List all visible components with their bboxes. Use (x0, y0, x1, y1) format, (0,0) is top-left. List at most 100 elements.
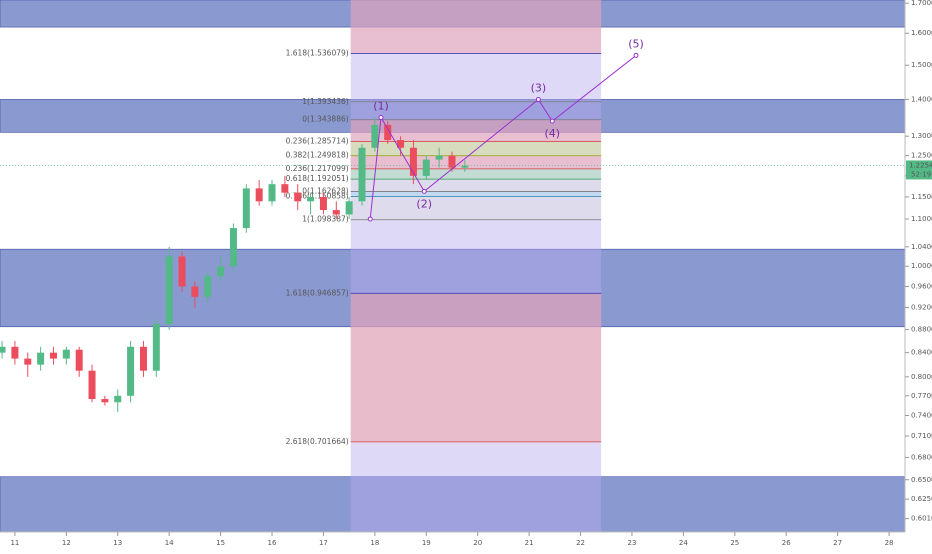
fib-fill (350, 155, 602, 169)
candle-body (152, 323, 160, 371)
y-tick-label: 0.740000 (911, 411, 932, 419)
candle-body (281, 184, 289, 193)
candle-body (0, 346, 6, 353)
zone (0, 0, 906, 28)
x-tick-label: 25 (730, 539, 739, 547)
wave-point (633, 52, 639, 58)
fib-fill (350, 293, 602, 442)
fib-label: 0(1.162628) (302, 187, 348, 196)
wave-point (421, 188, 427, 194)
candle-body (422, 159, 430, 176)
candle-body (127, 346, 135, 396)
fib-label: 1.618(0.946857) (286, 288, 349, 297)
fib-label: 0.786(1.150858) (286, 192, 349, 201)
x-tick-label: 26 (782, 539, 791, 547)
y-tick-label: 0.880000 (911, 326, 932, 334)
fib-label: 0.618(1.192051) (286, 174, 349, 183)
y-tick-label: 1.250000 (911, 152, 932, 160)
fib-label: 1(1.098387) (302, 215, 348, 224)
fib-label: 0.382(1.249818) (286, 151, 349, 160)
x-tick-label: 27 (833, 539, 842, 547)
candle-body (139, 346, 147, 371)
candle-body (307, 196, 315, 202)
x-tick-label: 16 (268, 539, 277, 547)
candle-body (397, 140, 405, 148)
candle-body (345, 201, 353, 215)
x-tick-label: 14 (165, 539, 174, 547)
y-tick-label: 0.960000 (911, 282, 932, 290)
x-tick-label: 21 (525, 539, 534, 547)
x-tick-label: 17 (319, 539, 328, 547)
y-tick-label: 1.150000 (911, 193, 932, 201)
candle-body (255, 188, 263, 202)
x-tick-label: 19 (422, 539, 431, 547)
x-tick-label: 20 (473, 539, 482, 547)
fib-fill (350, 168, 602, 180)
x-tick-label: 23 (627, 539, 636, 547)
candle-body (101, 399, 109, 403)
fib-fill (350, 141, 602, 156)
candle-body (448, 155, 456, 168)
fib-fill (350, 119, 602, 142)
wave-label: (1) (373, 99, 389, 112)
zone (0, 476, 906, 533)
fib-column (350, 0, 602, 532)
fib-label: 1(1.393436) (302, 97, 348, 106)
x-tick-label: 11 (10, 539, 19, 547)
candle-body (11, 346, 19, 359)
x-tick-label: 15 (216, 539, 225, 547)
candle-body (229, 228, 237, 267)
y-tick-label: 0.650000 (911, 476, 932, 484)
y-tick-label: 1.040000 (911, 243, 932, 251)
wave-label: (3) (531, 81, 547, 94)
wave-label: (5) (628, 37, 644, 50)
last-price-label: 1.225463 (909, 161, 932, 169)
y-tick-label: 0.770000 (911, 392, 932, 400)
candle-body (165, 256, 173, 324)
wave-line (369, 55, 637, 220)
candle-body (37, 352, 45, 365)
candle-body (178, 256, 186, 287)
candle-body (358, 147, 366, 202)
candle-body (371, 124, 379, 148)
candle-body (268, 184, 276, 202)
candle-body (461, 165, 469, 168)
x-tick-label: 28 (885, 539, 894, 547)
candle-body (409, 147, 417, 176)
zone (0, 99, 906, 133)
candle-body (384, 124, 392, 141)
fib-label: 1.618(1.536079) (286, 48, 349, 57)
wave-label: (4) (544, 127, 560, 140)
candle-body (75, 349, 83, 371)
y-tick-label: 0.840000 (911, 349, 932, 357)
candle-body (435, 155, 443, 160)
candle-body (24, 358, 32, 365)
y-tick-label: 1.500000 (911, 61, 932, 69)
candle-body (332, 210, 340, 215)
countdown: 52:19 (911, 170, 931, 178)
y-tick-label: 0.625000 (911, 495, 932, 503)
fib-label: 0.236(1.217099) (286, 164, 349, 173)
candle-body (204, 276, 212, 297)
last-price-box (906, 160, 932, 180)
y-tick-label: 0.601000 (911, 515, 932, 523)
y-tick-label: 1.400000 (911, 95, 932, 103)
y-tick-label: 1.000000 (911, 262, 932, 270)
x-tick-label: 18 (370, 539, 379, 547)
wave-point (367, 216, 373, 222)
candle-body (242, 188, 250, 229)
fib-label: 0.236(1.285714) (286, 137, 349, 146)
y-tick-label: 1.100000 (911, 215, 932, 223)
wave-point (535, 96, 541, 102)
candle-body (191, 286, 199, 297)
x-tick-label: 22 (576, 539, 585, 547)
candle-body (88, 370, 96, 400)
fib-label: 2.618(0.701664) (286, 437, 349, 446)
candle-body (319, 196, 327, 211)
y-tick-label: 1.600000 (911, 29, 932, 37)
candle-body (114, 395, 122, 403)
wave-point (378, 114, 384, 120)
candle-body (294, 192, 302, 202)
x-tick-label: 13 (113, 539, 122, 547)
